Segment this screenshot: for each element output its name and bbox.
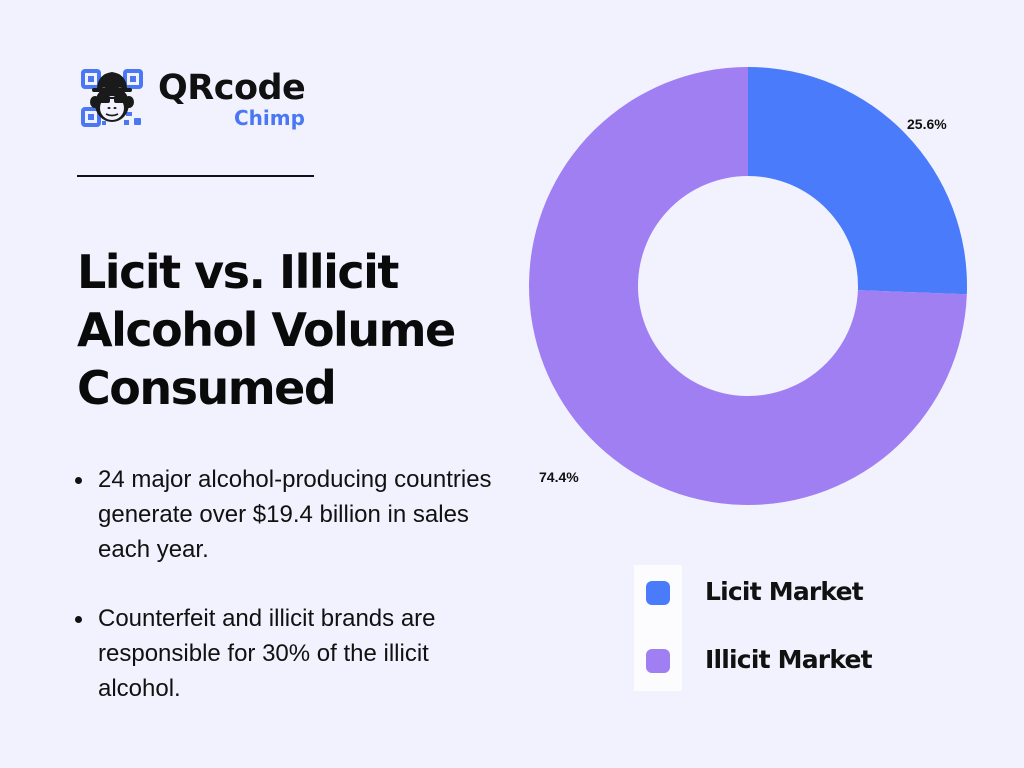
brand-subname: Chimp (234, 106, 305, 130)
fact-item: Counterfeit and illicit brands are respo… (73, 601, 493, 706)
illicit-percentage-label: 74.4% (539, 469, 579, 485)
licit-swatch-icon (646, 581, 670, 605)
bullet-icon (75, 477, 82, 484)
title-line: Alcohol Volume (77, 303, 456, 357)
illicit-swatch-icon (646, 649, 670, 673)
brand-name: QRcode (158, 68, 306, 108)
fact-item: 24 major alcohol-producing countries gen… (73, 462, 493, 567)
title-line: Licit vs. Illicit (77, 245, 399, 299)
title-divider (77, 175, 314, 177)
fact-text: 24 major alcohol-producing countries gen… (98, 466, 492, 563)
legend-label-illicit: Illicit Market (705, 645, 873, 674)
legend-item-illicit: Illicit Market (646, 645, 873, 674)
chimp-qr-logo-icon (80, 66, 144, 130)
donut-slice-illicit-market (528, 67, 967, 505)
legend-item-licit: Licit Market (646, 577, 864, 606)
title-line: Consumed (77, 361, 337, 415)
fact-text: Counterfeit and illicit brands are respo… (98, 605, 436, 702)
licit-percentage-label: 25.6% (907, 116, 947, 132)
legend-label-licit: Licit Market (705, 577, 864, 606)
bullet-icon (75, 616, 82, 623)
donut-slice-licit-market (748, 67, 968, 295)
facts-list: 24 major alcohol-producing countries gen… (73, 462, 493, 740)
page-title: Licit vs. Illicit Alcohol Volume Consume… (77, 243, 497, 417)
brand-logo: QRcode Chimp (80, 66, 320, 132)
